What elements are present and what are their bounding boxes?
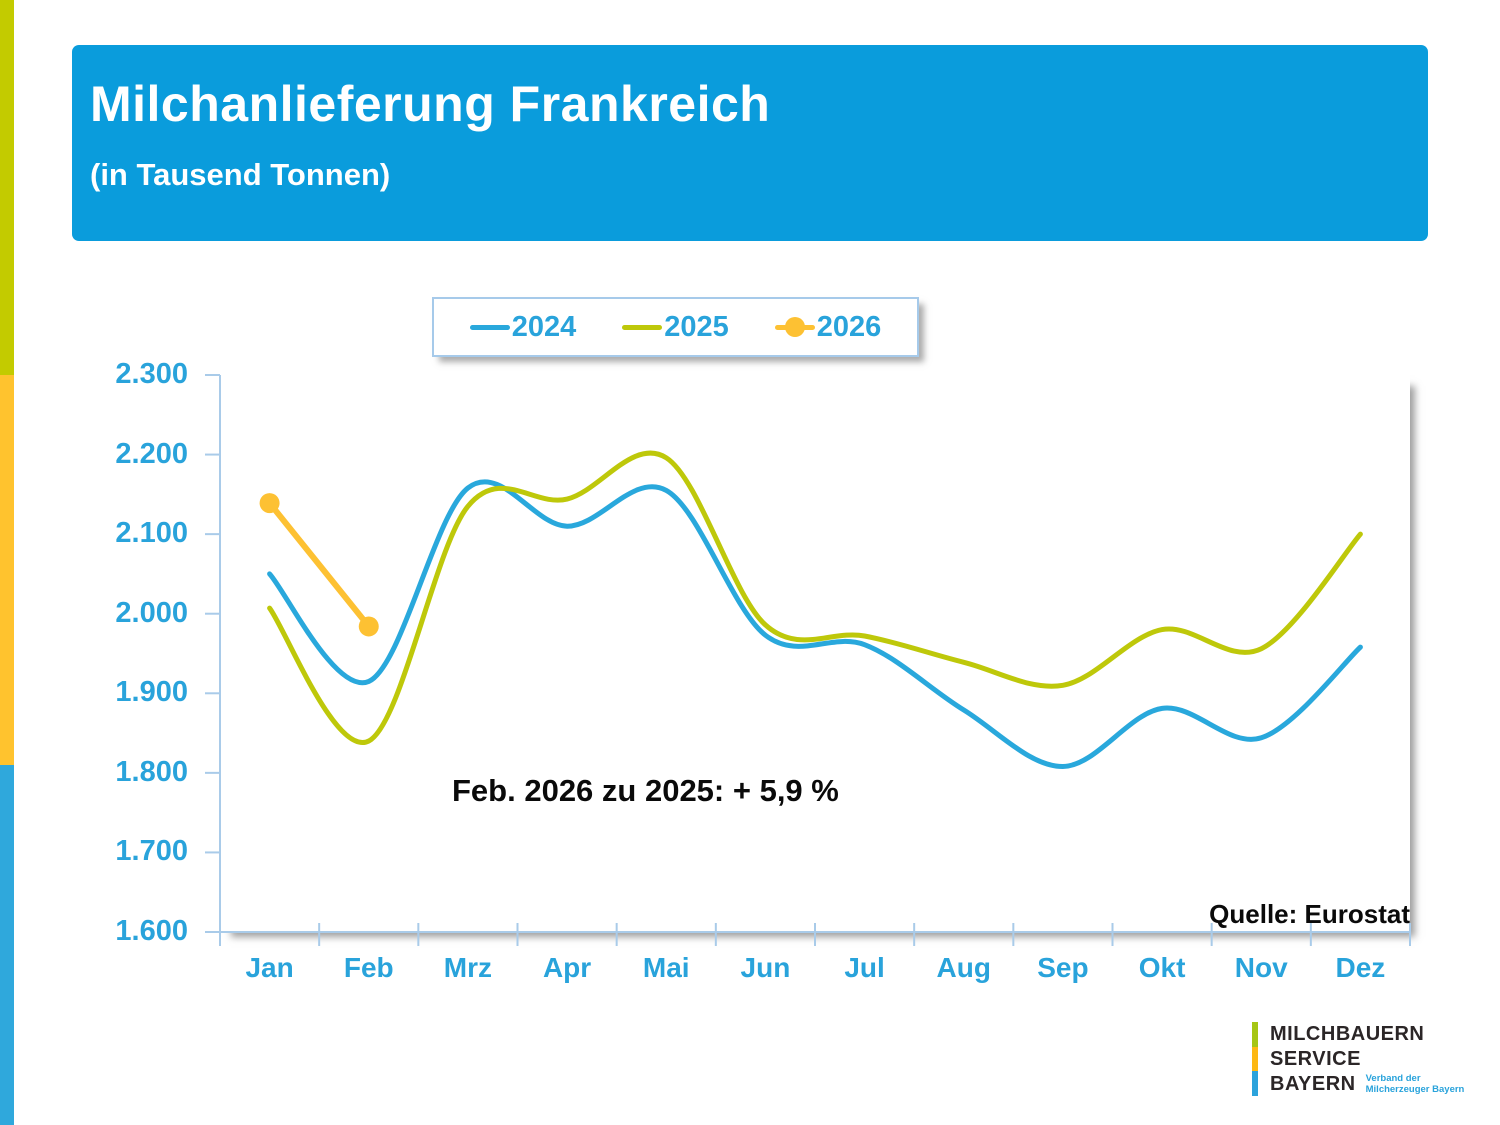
accent-stripe-top bbox=[0, 0, 14, 375]
annotation-text: Feb. 2026 zu 2025: + 5,9 % bbox=[452, 773, 839, 808]
x-tick-label: Sep bbox=[1037, 952, 1089, 983]
data-point-marker-2026 bbox=[259, 493, 280, 514]
y-tick-label: 1.800 bbox=[115, 755, 188, 788]
chart-legend: 2024 2025 2026 bbox=[432, 297, 919, 357]
logo-line-1: MILCHBAUERN bbox=[1270, 1023, 1425, 1045]
legend-item-2026: 2026 bbox=[774, 310, 882, 344]
x-tick-label: Mai bbox=[642, 952, 690, 983]
x-tick-label: Aug bbox=[936, 952, 991, 983]
legend-item-2024: 2024 bbox=[469, 310, 577, 344]
y-tick-label: 1.600 bbox=[115, 915, 188, 947]
x-tick-label: Mrz bbox=[443, 952, 493, 983]
accent-stripe-middle bbox=[0, 375, 14, 765]
page-subtitle: (in Tausend Tonnen) bbox=[90, 157, 391, 192]
plot-area bbox=[220, 375, 1410, 932]
header-band: Milchanlieferung Frankreich (in Tausend … bbox=[72, 45, 1428, 241]
x-tick-label: Okt bbox=[1138, 952, 1186, 983]
y-tick-label: 1.900 bbox=[115, 676, 188, 709]
y-tick-label: 2.100 bbox=[115, 517, 188, 550]
accent-stripe-bottom bbox=[0, 765, 14, 1125]
source-credit: Quelle: Eurostat bbox=[1209, 899, 1410, 929]
x-tick-label: Apr bbox=[542, 952, 592, 983]
y-tick-label: 1.700 bbox=[115, 835, 188, 868]
y-tick-label: 2.000 bbox=[115, 596, 188, 629]
legend-label-2026: 2026 bbox=[816, 310, 882, 343]
logo-bar-yellow bbox=[1252, 1046, 1258, 1072]
x-tick-label: Dez bbox=[1335, 952, 1386, 983]
logo-tagline: Verband der Milcherzeuger Bayern bbox=[1366, 1073, 1465, 1095]
legend-dot-2026 bbox=[784, 317, 805, 337]
series-line-2026 bbox=[266, 500, 372, 630]
y-tick-label: 2.300 bbox=[115, 358, 188, 390]
legend-line-sample-2025 bbox=[622, 324, 663, 330]
x-tick-label: Feb bbox=[343, 952, 394, 983]
logo-tagline-line-1: Verband der bbox=[1365, 1073, 1421, 1084]
data-point-marker-2026 bbox=[358, 616, 379, 637]
x-tick-label: Nov bbox=[1234, 952, 1288, 983]
milchbauern-service-bayern-logo: MILCHBAUERN SERVICE BAYERN Verband der M… bbox=[1252, 1022, 1464, 1097]
y-tick-label: 2.200 bbox=[115, 437, 188, 470]
logo-bar-green bbox=[1252, 1022, 1258, 1047]
series-line-2024 bbox=[267, 479, 1363, 770]
x-tick-label: Jun bbox=[740, 952, 791, 983]
x-tick-label: Jan bbox=[245, 952, 294, 983]
logo-color-bar bbox=[1252, 1022, 1258, 1097]
logo-line-3: BAYERN bbox=[1270, 1073, 1356, 1095]
x-tick-label: Jul bbox=[844, 952, 885, 983]
legend-line-sample-2024 bbox=[469, 324, 510, 330]
logo-bar-blue bbox=[1252, 1071, 1258, 1097]
legend-item-2025: 2025 bbox=[622, 311, 729, 344]
logo-line-2: SERVICE bbox=[1270, 1048, 1361, 1070]
logo-tagline-line-2: Milcherzeuger Bayern bbox=[1365, 1084, 1465, 1095]
page-title: Milchanlieferung Frankreich bbox=[90, 76, 771, 132]
legend-label-2024: 2024 bbox=[511, 310, 577, 343]
series-line-2025 bbox=[267, 450, 1363, 745]
legend-label-2025: 2025 bbox=[664, 310, 729, 343]
legend-line-sample-2026 bbox=[774, 317, 815, 337]
